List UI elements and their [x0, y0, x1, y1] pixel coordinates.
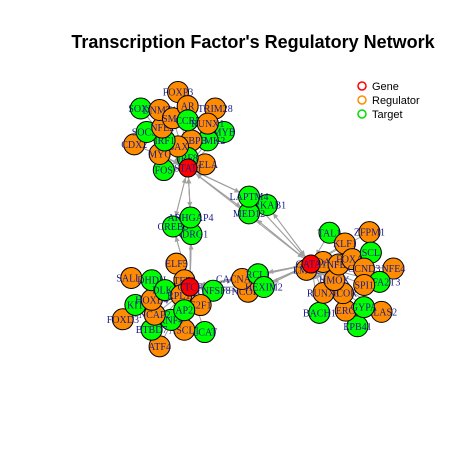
node-gata1-hmox-label: HMOX: [319, 276, 350, 287]
node-ctcf-elf5-label: ELF5: [165, 259, 188, 270]
gene-node-gata1-label: GATA1: [296, 260, 327, 271]
legend-target-label: Target: [372, 109, 403, 121]
node-ctcf-foxd3-label: FOXD3: [107, 315, 139, 326]
gene-node-ctcf-label: CTCF: [177, 283, 202, 294]
legend-gene-marker: [358, 82, 366, 90]
node-gata1-spi1[interactable]: SPI1: [354, 274, 375, 295]
node-stat1-myc-label: MYC: [148, 150, 171, 161]
node-gata1-bach1-label: BACH1: [303, 308, 336, 319]
gene-node-stat1-label: STAT1: [174, 164, 202, 175]
node-gata1-bach1[interactable]: BACH1: [303, 302, 336, 323]
legend-regulator-label: Regulator: [372, 95, 420, 107]
node-gata1-scl-label: SCL: [362, 248, 380, 259]
legend-gene-label: Gene: [372, 81, 399, 93]
legend-target-marker: [358, 110, 366, 118]
node-gata1-epb41-label: EPB41: [343, 322, 371, 333]
edge-gata1-prkab1-arrow: [273, 213, 278, 219]
legend: Gene Regulator Target: [358, 81, 420, 121]
node-ctcf-ap2[interactable]: AP2: [174, 300, 195, 321]
node-shared-arhgap4-label: ARHGAP4: [167, 213, 213, 224]
node-shared-hexim2-label: HEXIM2: [245, 282, 283, 293]
nodes: MYBCAMK2CEBPBRELAIRF8BAXFOSMYCIRF1CDX2SO…: [107, 82, 406, 357]
node-stat1-fos-label: FOS: [155, 166, 173, 177]
node-stat1-trim28-label: TRIM28: [198, 104, 233, 115]
chart-title: Transcription Factor's Regulatory Networ…: [71, 32, 435, 52]
node-gata1-gypa-label: GYPA: [351, 303, 378, 314]
node-shared-med12-label: MED12: [233, 209, 265, 220]
node-ctcf-atf4-label: ATF4: [148, 342, 171, 353]
node-gata1-zfpm1[interactable]: ZFPM1: [354, 222, 385, 243]
node-shared-laptm4-label: LAPTM4: [230, 192, 269, 203]
node-ctcf-btbd7-label: BTBD7: [136, 325, 168, 336]
node-ctcf-ap2-label: AP2: [175, 306, 193, 317]
node-gata1-zfpm1-label: ZFPM1: [354, 228, 385, 239]
legend-regulator-marker: [358, 96, 366, 104]
node-stat1-runx1-label: RUNX1: [191, 119, 224, 130]
node-gata1-spi1-label: SPI1: [354, 280, 373, 291]
